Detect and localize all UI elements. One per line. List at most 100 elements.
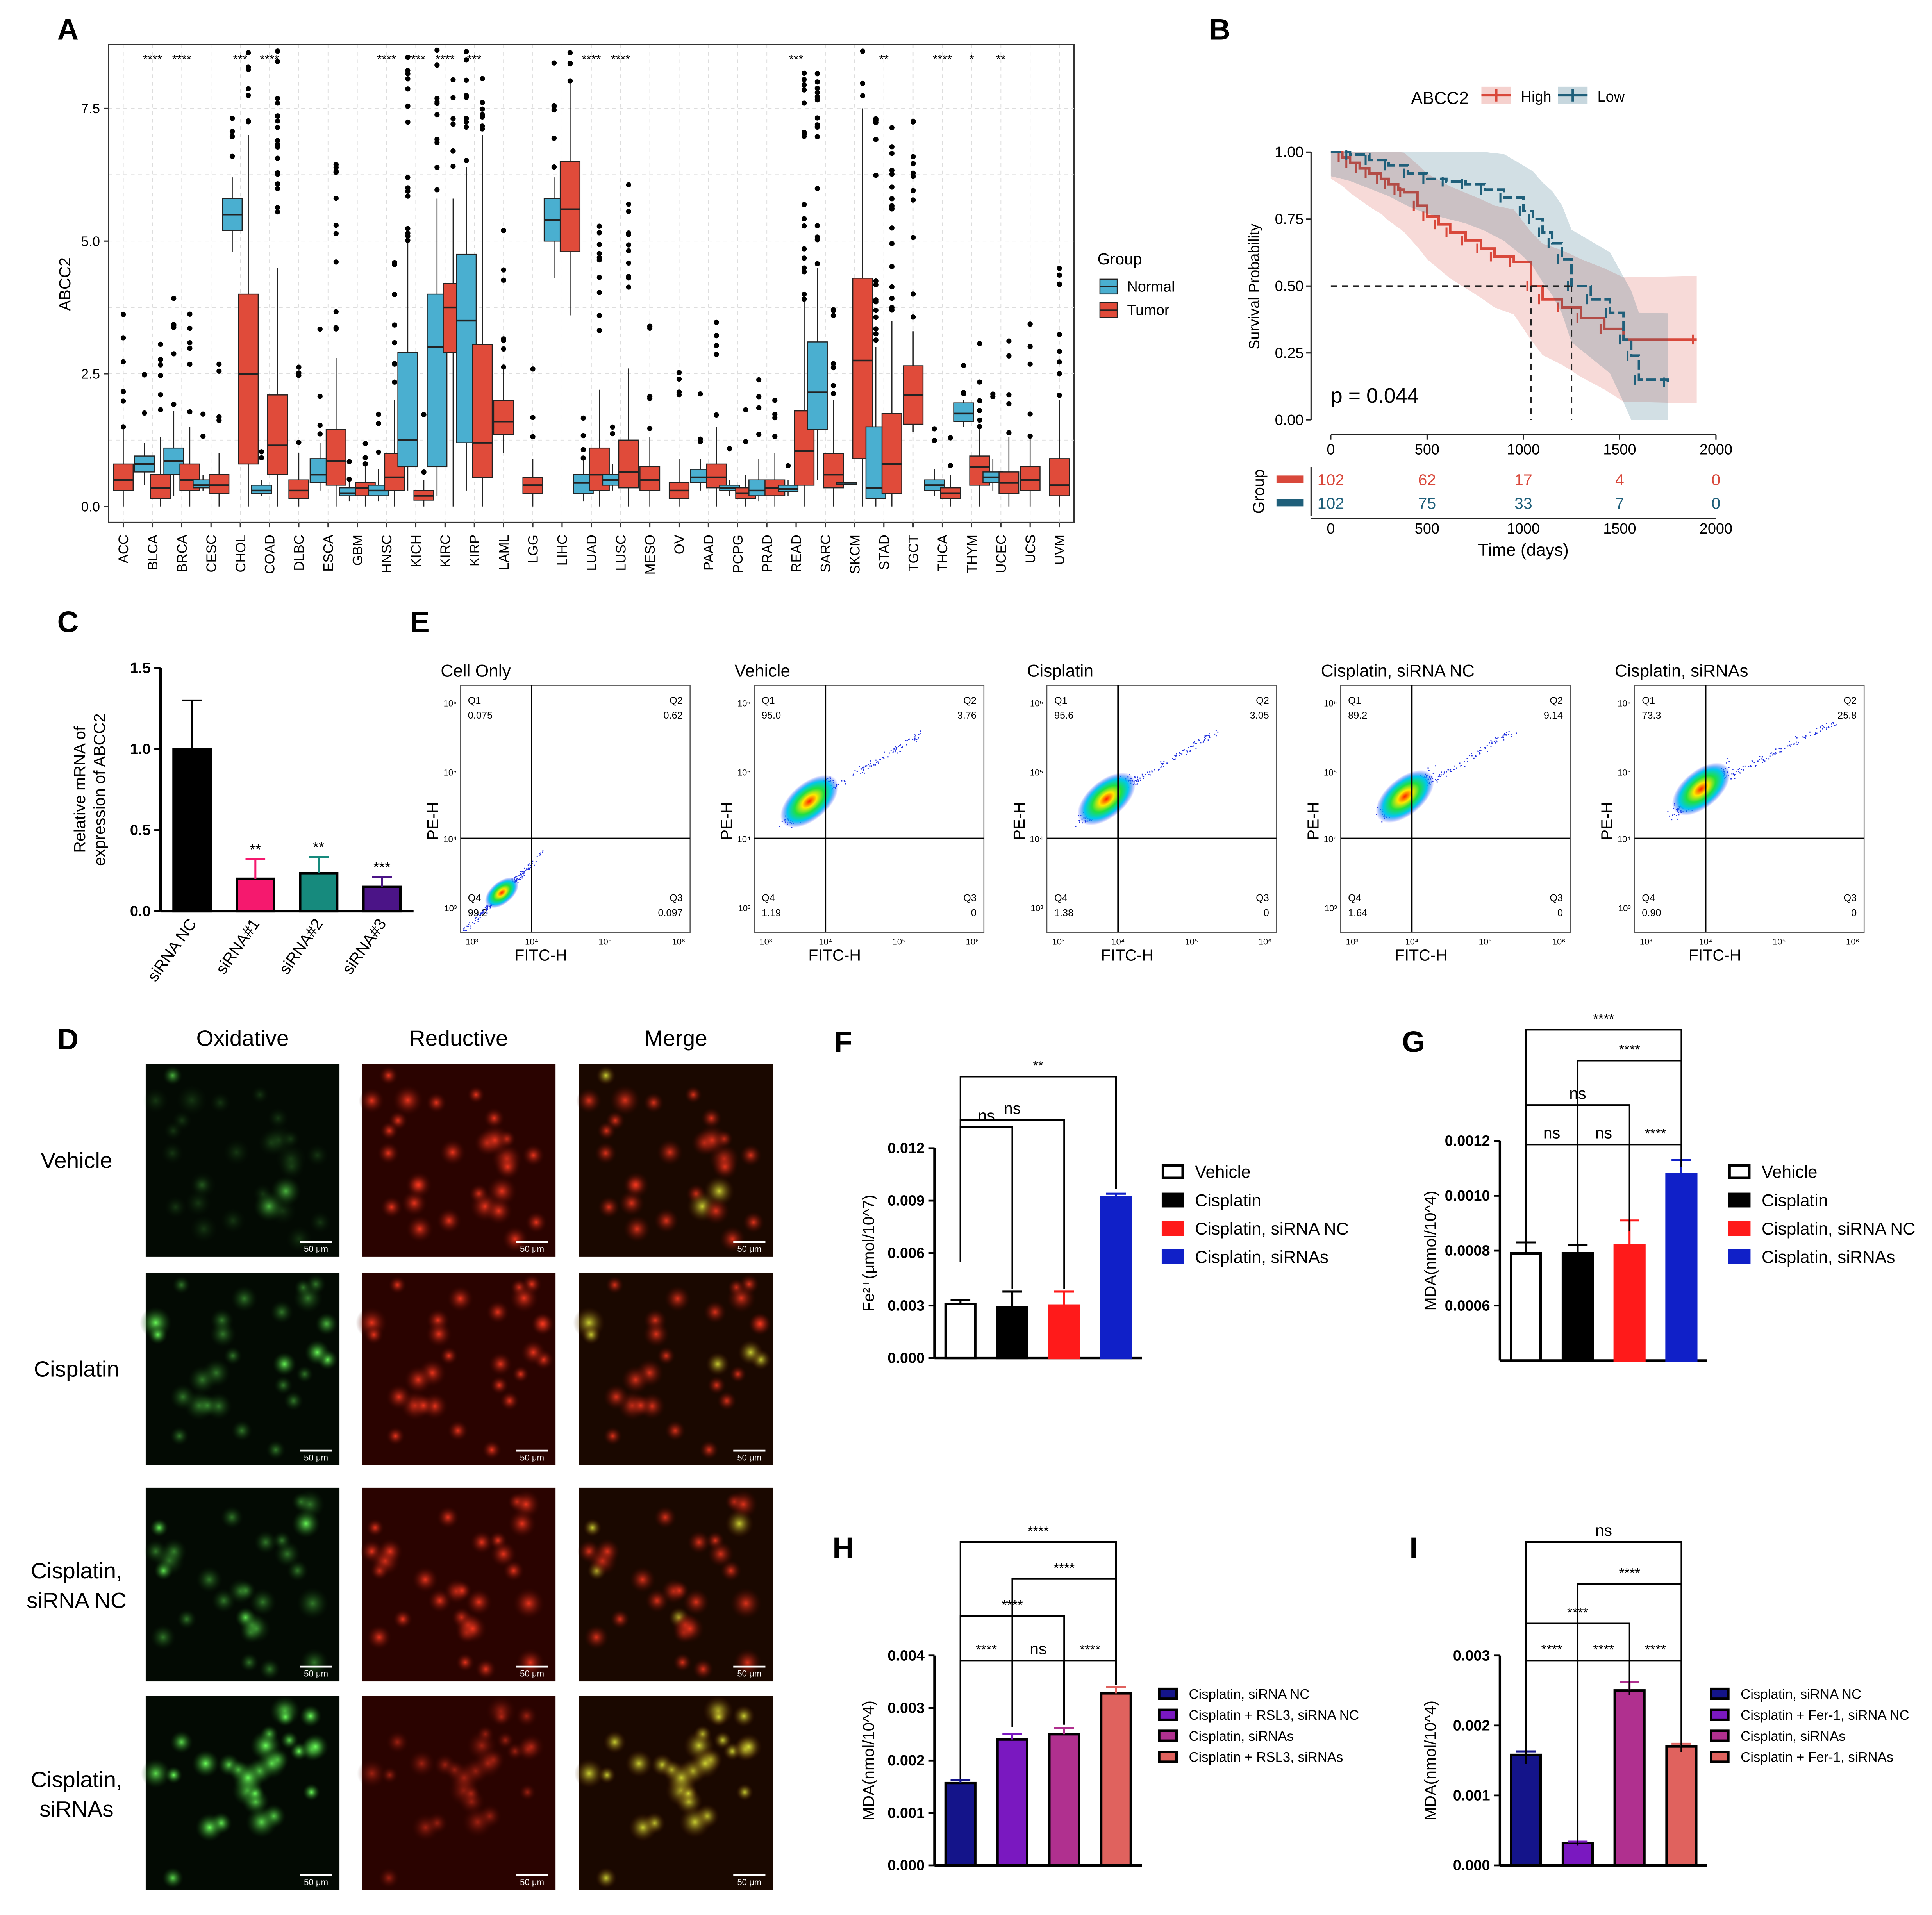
- event-dot: [1793, 743, 1794, 745]
- cell: [643, 1321, 670, 1347]
- risk-count-low: 102: [1318, 494, 1345, 512]
- tumor-outlier: [626, 182, 631, 187]
- bar: [1100, 1196, 1132, 1360]
- event-dot: [915, 735, 916, 736]
- panel-label-E: E: [410, 606, 430, 639]
- event-dot: [838, 783, 839, 785]
- tumor-outlier: [889, 264, 895, 269]
- tumor-outlier: [120, 359, 126, 364]
- tumor-outlier: [830, 313, 836, 318]
- cell: [266, 1440, 286, 1460]
- tumor-outlier: [647, 426, 653, 431]
- tumor-outlier: [714, 319, 719, 325]
- event-dot: [520, 873, 521, 875]
- event-dot: [1764, 760, 1766, 762]
- event-dot: [1204, 737, 1205, 738]
- tumor-outlier: [714, 352, 719, 357]
- tumor-outlier: [647, 323, 653, 329]
- tumor-outlier: [187, 340, 193, 346]
- cell: [378, 1867, 400, 1889]
- quadrant-name: Q4: [762, 893, 775, 904]
- event-dot: [529, 869, 530, 870]
- tumor-outlier: [977, 379, 982, 385]
- flow-plot-title: Cisplatin, siRNA NC: [1321, 662, 1475, 681]
- cell: [408, 1749, 436, 1778]
- cell: [377, 1538, 403, 1564]
- event-dot: [896, 747, 898, 748]
- event-dot: [1179, 755, 1180, 756]
- tumor-outlier: [530, 366, 536, 372]
- survival-curve: [1330, 151, 1669, 383]
- bar: [1510, 1753, 1542, 1867]
- event-dot: [1834, 725, 1836, 726]
- x-axis-label: Time (days): [1478, 541, 1569, 560]
- significance-label: ***: [373, 859, 391, 876]
- normal-outlier: [405, 230, 411, 236]
- event-dot: [1815, 731, 1816, 733]
- event-dot: [914, 736, 916, 738]
- bracket-label: ****: [1028, 1524, 1049, 1539]
- event-dot: [527, 868, 529, 869]
- event-dot: [1796, 741, 1797, 743]
- event-dot: [463, 928, 465, 930]
- event-dot: [899, 750, 901, 752]
- y-tick-label: 7.5: [81, 102, 100, 116]
- cell: [496, 1731, 515, 1749]
- event-dot: [1143, 776, 1145, 778]
- event-dot: [892, 752, 894, 753]
- y-tick-label: 0.003: [1453, 1647, 1490, 1664]
- legend-label: Cisplatin + RSL3, siRNAs: [1189, 1750, 1343, 1765]
- event-dot: [1138, 779, 1140, 781]
- event-dot: [473, 923, 475, 924]
- micrograph-merge: 50 μm: [576, 1064, 773, 1257]
- tumor-outlier: [392, 322, 397, 328]
- legend-title: Group: [1098, 250, 1142, 268]
- x-tick-label: LAML: [497, 535, 512, 570]
- cell: [725, 1509, 754, 1538]
- y-tick-label: 0.006: [887, 1245, 925, 1262]
- event-dot: [1147, 771, 1148, 773]
- normal-outlier: [200, 411, 206, 417]
- bracket-label: ****: [1593, 1012, 1614, 1027]
- scale-bar-label: 50 μm: [304, 1878, 328, 1887]
- event-dot: [1820, 726, 1821, 728]
- event-dot: [1441, 771, 1442, 773]
- tumor-outlier: [889, 125, 895, 130]
- tumor-outlier: [1057, 332, 1062, 337]
- tumor-box: [209, 474, 230, 494]
- tumor-outlier: [889, 184, 895, 190]
- risk-count-low: 0: [1712, 494, 1721, 512]
- scale-bar-label: 50 μm: [304, 1244, 328, 1254]
- tumor-outlier: [275, 171, 280, 177]
- y-tick-label: 10⁴: [1030, 834, 1043, 844]
- event-dot: [1508, 734, 1509, 735]
- event-dot: [1446, 771, 1447, 773]
- normal-outlier: [551, 104, 557, 109]
- tumor-outlier: [910, 291, 916, 297]
- event-dot: [859, 766, 860, 767]
- event-dot: [1505, 734, 1507, 735]
- x-tick-label: 10³: [759, 937, 772, 946]
- row-label: Cisplatin,: [31, 1767, 122, 1792]
- cell: [436, 1506, 459, 1529]
- normal-outlier: [464, 158, 469, 163]
- x-tick-label: BRCA: [175, 534, 190, 572]
- tumor-outlier: [275, 138, 280, 143]
- legend-label: Low: [1598, 89, 1625, 105]
- bracket-label: ns: [1595, 1124, 1612, 1142]
- event-dot: [1475, 755, 1476, 757]
- cell: [452, 1580, 472, 1601]
- event-dot: [1159, 768, 1160, 770]
- event-dot: [1196, 743, 1197, 744]
- bar: [996, 1738, 1028, 1867]
- significance-label: ****: [143, 52, 162, 66]
- tumor-outlier: [676, 389, 682, 395]
- normal-outlier: [405, 226, 411, 231]
- normal-outlier: [317, 394, 323, 399]
- y-tick-label: 0.000: [887, 1858, 925, 1874]
- normal-outlier: [200, 434, 206, 439]
- x-axis-label: FITC-H: [514, 946, 567, 964]
- event-dot: [468, 924, 470, 925]
- event-dot: [879, 758, 880, 760]
- panel-label-H: H: [832, 1531, 854, 1565]
